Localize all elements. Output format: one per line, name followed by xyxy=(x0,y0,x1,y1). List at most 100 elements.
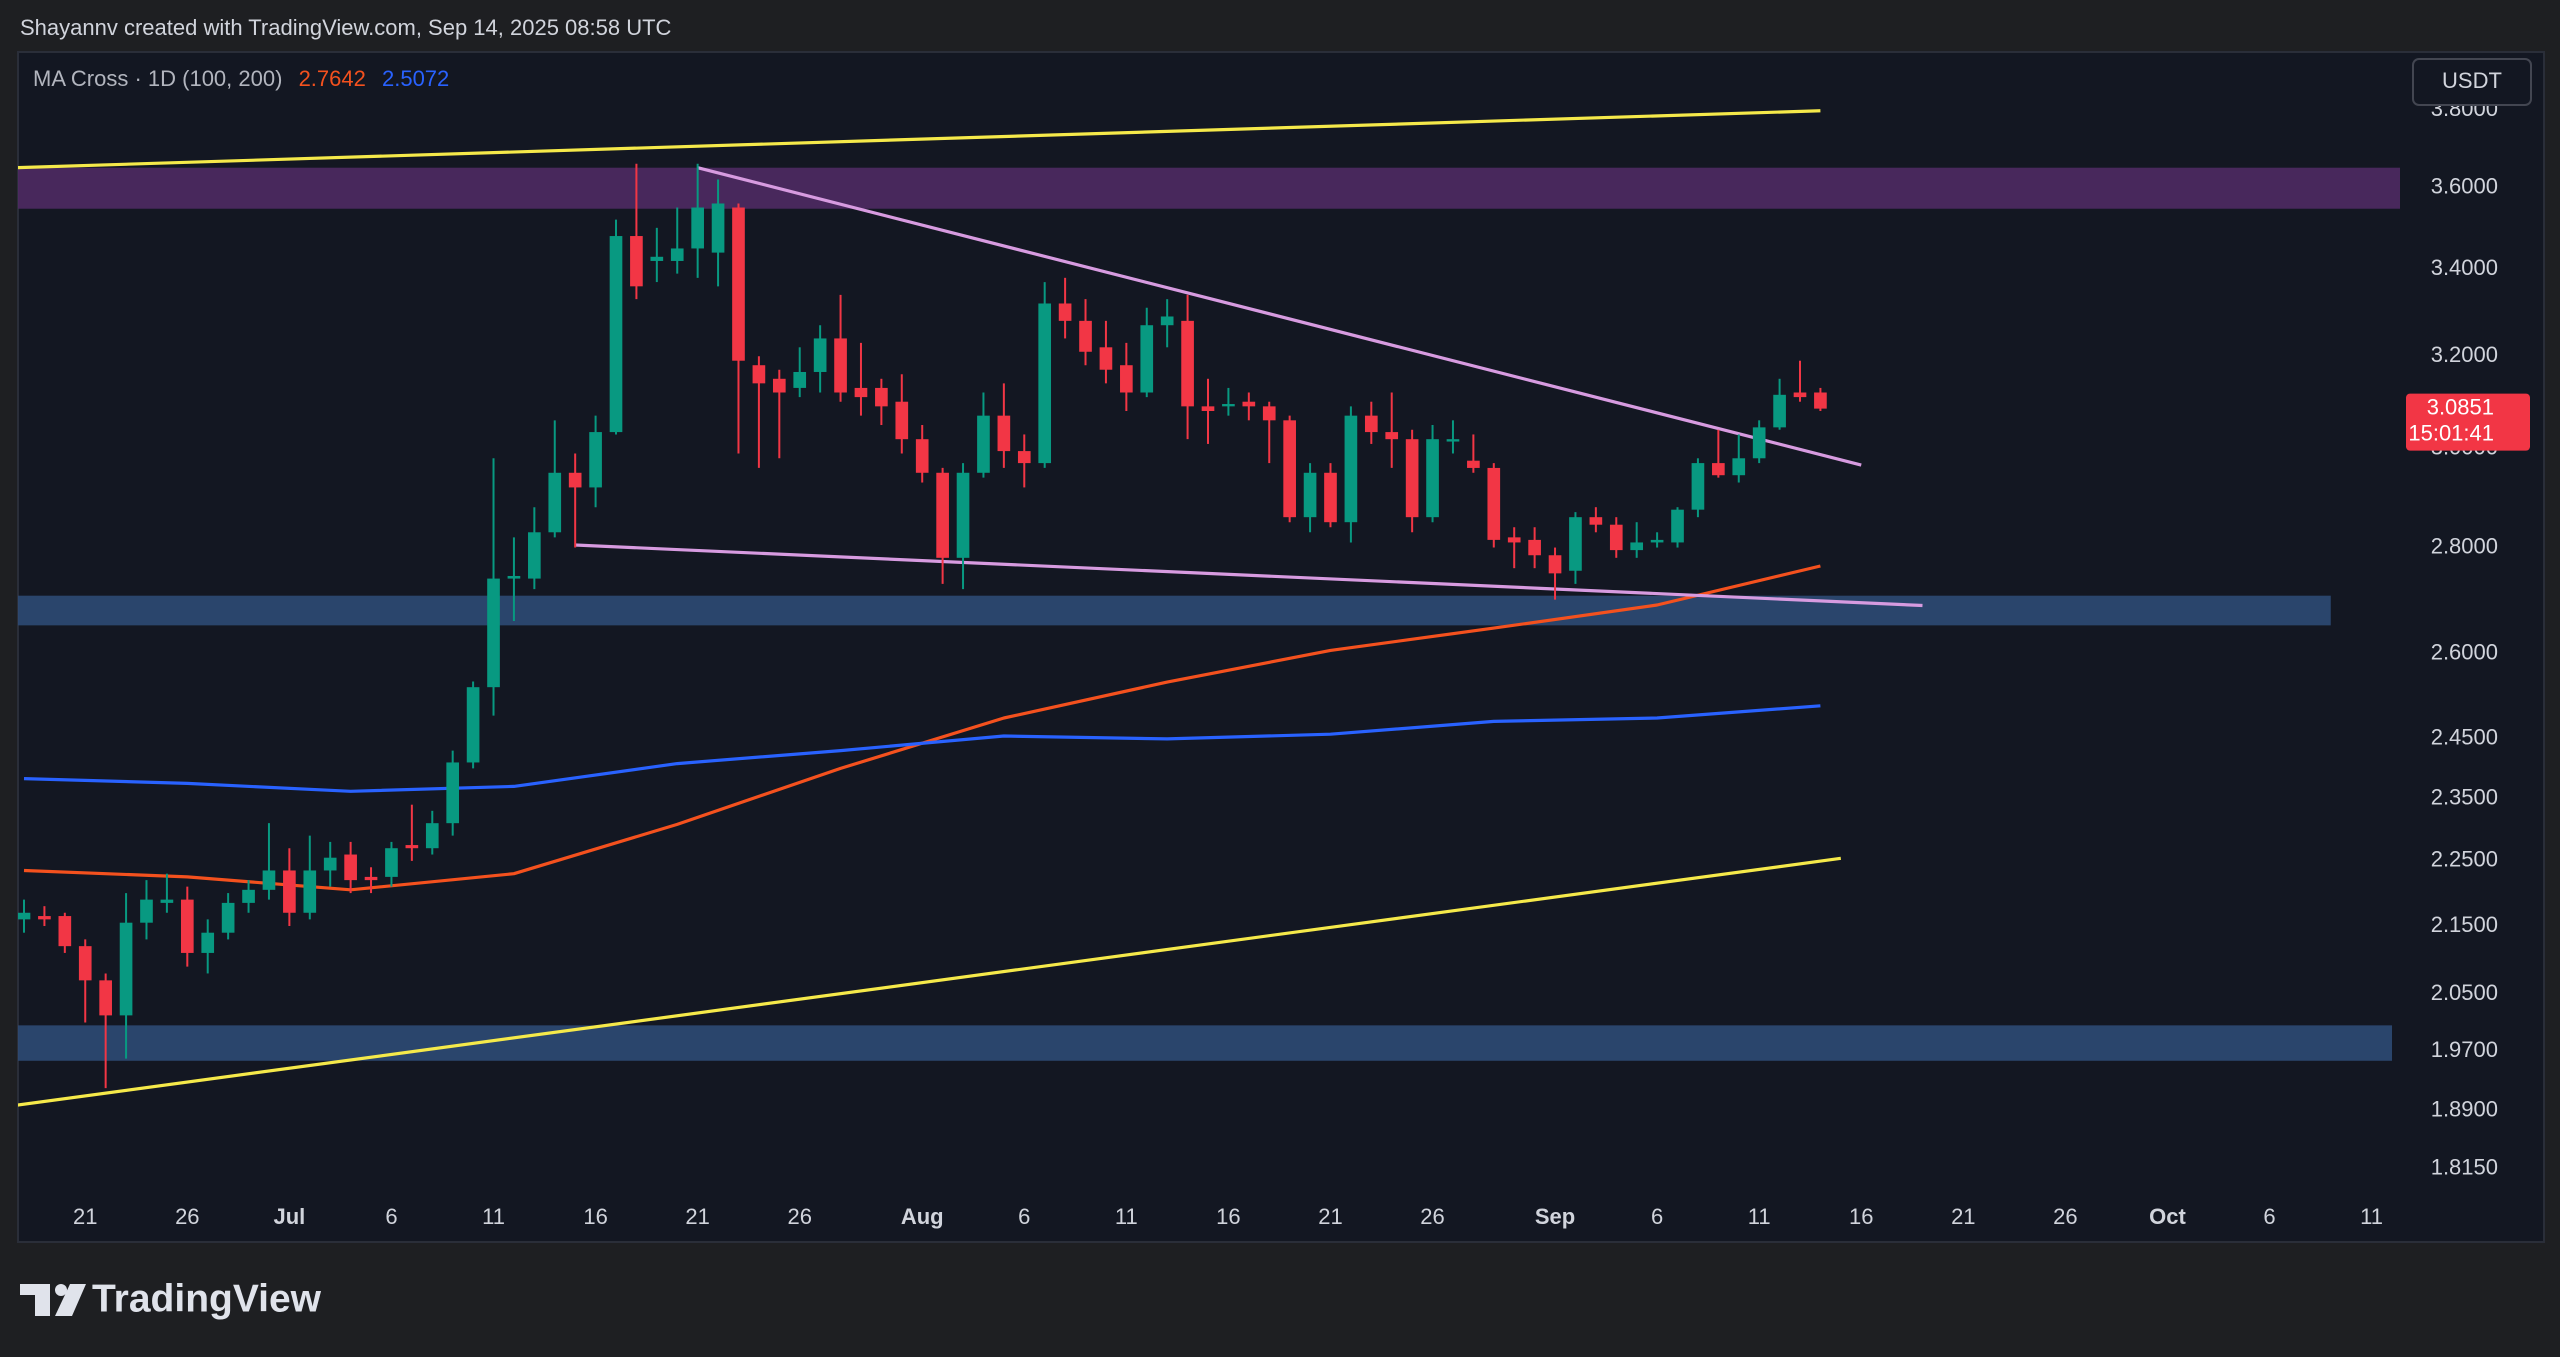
candle-body xyxy=(180,899,194,953)
candle-body xyxy=(303,870,317,913)
candle-body xyxy=(1569,517,1582,571)
candle-body xyxy=(1467,460,1480,468)
candle-body xyxy=(1752,427,1766,459)
candle-body xyxy=(834,338,847,393)
axes: 3.80003.60003.40003.20003.00002.80002.60… xyxy=(73,96,2530,1229)
brand-text: TradingView xyxy=(92,1277,322,1320)
candle-body xyxy=(711,203,725,253)
candle-body xyxy=(691,207,704,249)
candle-body xyxy=(936,472,949,558)
ma-line xyxy=(23,704,1821,793)
candle-body xyxy=(956,472,970,558)
candle-body xyxy=(364,876,378,881)
candle-body xyxy=(344,854,357,881)
tradingview-logo xyxy=(20,1284,86,1316)
candle-body xyxy=(140,899,153,923)
zone xyxy=(18,167,2400,209)
legend-value: 2.7642 xyxy=(299,66,366,91)
indicator-legend: MA Cross · 1D (100, 200) 2.7642 2.5072 xyxy=(33,66,449,91)
candle-body xyxy=(548,472,562,533)
candle-body xyxy=(854,387,868,398)
x-tick-label: 21 xyxy=(685,1204,709,1229)
candle-body xyxy=(630,236,643,287)
candle-body xyxy=(425,823,439,849)
candle-body xyxy=(589,432,602,488)
candle-body xyxy=(78,946,92,981)
y-tick-label: 2.0500 xyxy=(2431,980,2498,1005)
candle-body xyxy=(1140,325,1154,393)
candle-body xyxy=(1079,320,1092,352)
y-tick-label: 2.4500 xyxy=(2431,725,2498,750)
candle-body xyxy=(772,378,786,393)
last-price-box xyxy=(2406,393,2530,451)
x-tick-label: 26 xyxy=(175,1204,199,1229)
logo-part xyxy=(55,1284,67,1296)
candle-body xyxy=(201,932,215,953)
y-tick-label: 1.8900 xyxy=(2431,1097,2498,1122)
candle-body xyxy=(160,899,174,903)
x-tick-label: 26 xyxy=(787,1204,811,1229)
x-tick-label: 6 xyxy=(2263,1204,2275,1229)
chart-panel xyxy=(17,51,2545,1243)
candle-body xyxy=(1446,439,1460,442)
legend-title: MA Cross · 1D (100, 200) xyxy=(33,66,282,91)
candle-body xyxy=(997,415,1011,452)
candle-body xyxy=(1385,432,1399,440)
candle-body xyxy=(895,401,909,440)
trendline xyxy=(18,109,1821,170)
candle-body xyxy=(1630,542,1644,551)
x-tick-label: Sep xyxy=(1535,1204,1575,1229)
candle-body xyxy=(221,902,235,933)
trendline xyxy=(18,856,1842,1107)
x-tick-label: 26 xyxy=(1420,1204,1444,1229)
candle-body xyxy=(670,248,684,261)
candle-body xyxy=(1160,316,1174,326)
x-tick-label: 6 xyxy=(1018,1204,1030,1229)
candle-body xyxy=(568,472,582,488)
x-tick-label: 16 xyxy=(1216,1204,1240,1229)
candle-body xyxy=(609,236,623,433)
candle-body xyxy=(1201,406,1215,411)
y-tick-label: 1.9700 xyxy=(2431,1037,2498,1062)
candle-body xyxy=(385,848,398,877)
candle-body xyxy=(466,687,480,763)
candle-body xyxy=(1691,463,1705,510)
candle-body xyxy=(732,207,745,361)
candle-body xyxy=(1405,439,1419,518)
candle-body xyxy=(1058,303,1072,321)
currency-button[interactable] xyxy=(2412,58,2532,106)
currency-label[interactable]: USDT xyxy=(2442,68,2502,93)
x-tick-label: 6 xyxy=(1651,1204,1663,1229)
trendline xyxy=(575,543,1923,608)
candle-body xyxy=(528,532,541,579)
y-tick-label: 3.6000 xyxy=(2431,173,2498,198)
candle-body xyxy=(487,578,500,688)
y-tick-label: 2.8000 xyxy=(2431,533,2498,558)
x-tick-label: 21 xyxy=(1318,1204,1342,1229)
candle-body xyxy=(1650,539,1664,543)
candle-body xyxy=(1242,401,1256,407)
candle-body xyxy=(1793,392,1807,398)
candle-body xyxy=(1283,420,1296,518)
y-tick-label: 3.4000 xyxy=(2431,255,2498,280)
candle-body xyxy=(323,857,337,871)
candle-body xyxy=(875,387,888,407)
x-tick-label: 11 xyxy=(482,1204,505,1229)
candle-body xyxy=(38,916,51,920)
candle-body xyxy=(242,889,255,903)
x-tick-label: Oct xyxy=(2149,1204,2186,1229)
candle-body xyxy=(1548,555,1562,574)
candle-body xyxy=(1589,517,1603,525)
candle-body xyxy=(119,922,133,1016)
candle-body xyxy=(1364,415,1378,433)
candle-body xyxy=(793,371,807,388)
y-tick-label: 3.2000 xyxy=(2431,342,2498,367)
x-tick-label: 21 xyxy=(73,1204,97,1229)
x-tick-label: 11 xyxy=(1115,1204,1138,1229)
candle-body xyxy=(1303,472,1317,518)
candle-body xyxy=(1814,392,1827,409)
candle-body xyxy=(1773,394,1786,428)
candle-body xyxy=(752,365,766,384)
logo-part xyxy=(55,1284,86,1316)
